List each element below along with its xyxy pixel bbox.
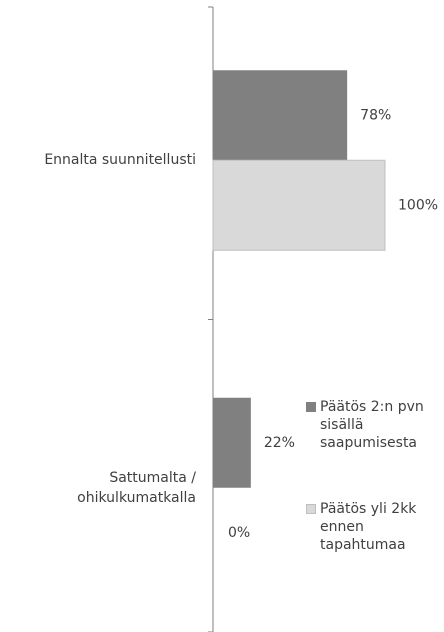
category-label: Ennalta suunnitellusti [44,152,196,169]
legend-swatch [306,402,316,412]
legend-swatch [306,504,316,514]
category-label: Sattumalta / ohikulkumatkalla [77,469,196,506]
legend-entry: Päätös 2:n pvn sisällä saapumisesta [306,398,431,452]
value-label: 0% [228,525,250,541]
legend-entry: Päätös yli 2kk ennen tapahtumaa [306,500,431,554]
legend-label: Päätös 2:n pvn sisällä saapumisesta [320,399,424,451]
value-label: 22% [264,435,295,451]
value-label: 78% [360,107,391,123]
value-label: 100% [398,197,438,213]
legend-label: Päätös yli 2kk ennen tapahtumaa [320,501,417,553]
bar [212,159,386,251]
bar [213,70,348,161]
bar [213,397,251,488]
